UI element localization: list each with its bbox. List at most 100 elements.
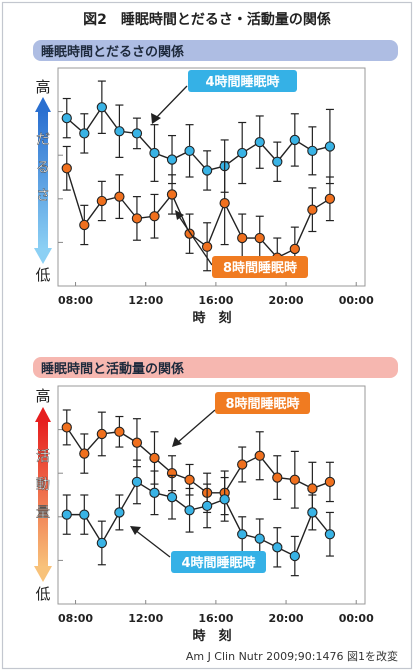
series-line bbox=[66, 427, 331, 494]
data-point bbox=[201, 165, 213, 176]
panel-activity: 睡眠時間と活動量の関係 高 低 活 動 量 08:00 12:00 16:00 20:… bbox=[33, 357, 398, 644]
data-point bbox=[166, 189, 178, 200]
data-point bbox=[324, 141, 336, 152]
data-point bbox=[307, 145, 318, 156]
x-tick-label: 00:00 bbox=[339, 612, 374, 625]
y-low-label: 低 bbox=[35, 266, 50, 284]
y-word-char: さ bbox=[36, 188, 50, 204]
data-point bbox=[272, 156, 283, 167]
data-point bbox=[272, 472, 283, 483]
data-point bbox=[96, 428, 108, 440]
x-tick-label: 08:00 bbox=[58, 294, 93, 307]
callout-box bbox=[171, 551, 266, 573]
data-point bbox=[149, 147, 160, 159]
data-point bbox=[61, 509, 72, 520]
data-point bbox=[307, 483, 318, 494]
data-point bbox=[96, 102, 108, 113]
callout-arrowhead bbox=[130, 526, 141, 535]
x-axis-label: 時 刻 bbox=[192, 310, 231, 326]
data-point bbox=[307, 204, 318, 215]
plot-frame bbox=[57, 67, 366, 287]
figure-title: 図2 睡眠時間とだるさ・活動量の関係 bbox=[83, 11, 331, 28]
data-point bbox=[201, 241, 213, 252]
callout-arrowhead bbox=[175, 210, 184, 220]
x-tick-label: 08:00 bbox=[58, 612, 93, 625]
callout-box bbox=[212, 256, 308, 278]
data-point bbox=[149, 452, 160, 464]
x-tick-label: 00:00 bbox=[339, 294, 374, 307]
data-point bbox=[254, 232, 265, 244]
data-point bbox=[237, 147, 248, 159]
y-arrow bbox=[34, 97, 52, 264]
data-point bbox=[324, 529, 336, 540]
data-point bbox=[114, 126, 125, 137]
y-word-char: だ bbox=[36, 132, 50, 148]
x-tick-label: 12:00 bbox=[128, 612, 163, 625]
data-point bbox=[219, 198, 230, 209]
data-point bbox=[219, 494, 230, 505]
callout-pointer bbox=[177, 214, 213, 266]
y-low-label: 低 bbox=[35, 585, 50, 603]
x-ticks: 08:00 12:00 16:00 20:00 00:00 bbox=[58, 600, 374, 625]
callout-arrowhead bbox=[172, 437, 182, 447]
data-point bbox=[289, 474, 300, 485]
data-point bbox=[61, 163, 72, 174]
data-point bbox=[166, 492, 178, 503]
data-point bbox=[79, 128, 90, 139]
x-axis-label: 時 刻 bbox=[192, 628, 231, 644]
plot-frame bbox=[57, 385, 366, 605]
data-point bbox=[237, 459, 248, 470]
y-arrow bbox=[34, 407, 52, 582]
data-point bbox=[272, 542, 283, 553]
callout-pointer bbox=[176, 409, 216, 444]
y-ticks bbox=[58, 111, 63, 243]
y-high-label: 高 bbox=[35, 78, 50, 96]
data-point bbox=[307, 507, 318, 518]
data-point bbox=[79, 219, 90, 231]
panel-heading: 睡眠時間と活動量の関係 bbox=[41, 361, 184, 377]
data-point bbox=[149, 487, 160, 498]
data-point bbox=[201, 500, 213, 512]
series-line bbox=[66, 106, 331, 172]
series-line bbox=[66, 480, 331, 558]
data-point bbox=[61, 422, 72, 433]
data-point bbox=[289, 134, 300, 146]
y-word-char: る bbox=[36, 160, 50, 176]
data-point bbox=[96, 537, 108, 549]
x-ticks: 08:00 12:00 16:00 20:00 00:00 bbox=[58, 282, 374, 307]
callout-pointer bbox=[154, 85, 188, 120]
y-word-char: 動 bbox=[36, 477, 50, 493]
panel-fatigue: 睡眠時間とだるさの関係 高 低 だ る さ 08:00 12:00 16:00 20:… bbox=[33, 40, 398, 326]
series-line bbox=[66, 168, 331, 259]
callout-box bbox=[188, 70, 297, 92]
data-point bbox=[166, 154, 178, 165]
panel-heading-bar bbox=[33, 357, 398, 378]
data-point bbox=[184, 474, 195, 485]
callout-orange-label: 8時間睡眠時 bbox=[223, 260, 297, 276]
data-point bbox=[96, 195, 108, 207]
data-point bbox=[289, 243, 300, 255]
data-point bbox=[79, 448, 90, 459]
data-point bbox=[289, 550, 300, 562]
data-point bbox=[324, 193, 336, 204]
data-point bbox=[237, 232, 248, 244]
y-high-label: 高 bbox=[35, 387, 50, 405]
data-point bbox=[114, 426, 125, 437]
data-point bbox=[131, 437, 143, 448]
panel-heading: 睡眠時間とだるさの関係 bbox=[41, 44, 184, 60]
data-point bbox=[254, 533, 265, 544]
x-tick-label: 16:00 bbox=[198, 612, 233, 625]
callout-arrowhead bbox=[151, 113, 161, 124]
data-point bbox=[131, 476, 143, 488]
series-4h bbox=[61, 80, 336, 193]
x-tick-label: 12:00 bbox=[128, 294, 163, 307]
callout-blue-label: 4時間睡眠時 bbox=[205, 74, 279, 90]
callout-blue-label: 4時間睡眠時 bbox=[181, 555, 255, 571]
callout-box bbox=[215, 392, 310, 414]
source-citation: Am J Clin Nutr 2009;90:1476 図1を改変 bbox=[186, 649, 398, 663]
data-point bbox=[184, 145, 195, 156]
data-point bbox=[131, 213, 143, 224]
x-tick-label: 16:00 bbox=[198, 294, 233, 307]
data-point bbox=[237, 529, 248, 540]
